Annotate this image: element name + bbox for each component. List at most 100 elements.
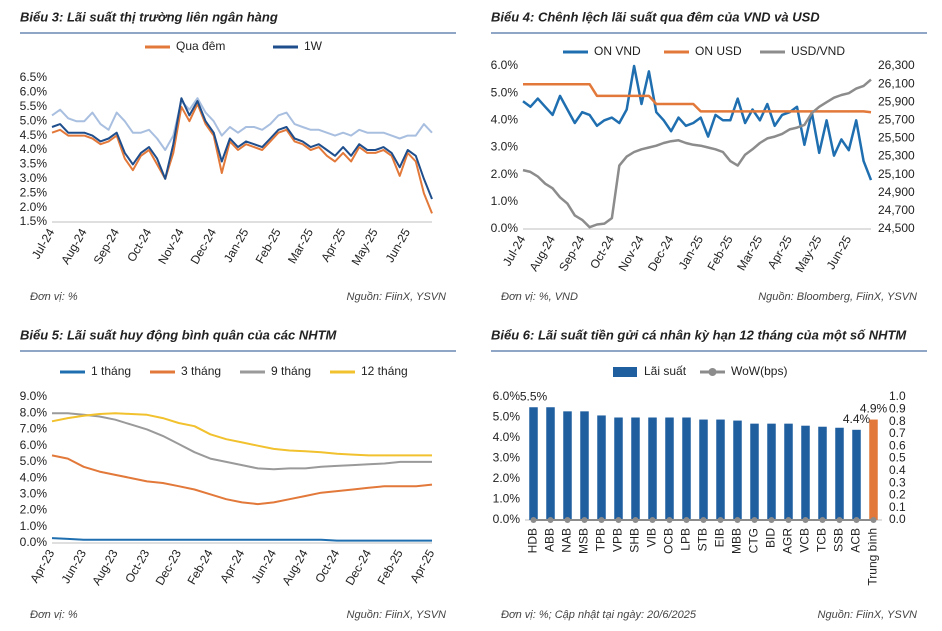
bar [733, 420, 742, 520]
y2-tick-label: 0.0 [889, 512, 906, 526]
bar [801, 425, 810, 520]
y-tick-label: 5.0% [20, 454, 48, 468]
line-marker [530, 517, 537, 523]
x-tick-label: Jan-25 [221, 226, 252, 265]
y-tick-label: 6.0% [20, 85, 48, 99]
x-tick-label: Jun-25 [824, 233, 855, 272]
x-tick-label: EIB [713, 528, 727, 547]
y-tick-label: 0.0% [491, 221, 519, 235]
line-series [522, 64, 873, 181]
bar [869, 419, 878, 520]
x-tick-label: BID [764, 528, 778, 548]
x-tick-label: Feb-25 [253, 226, 284, 266]
chart-title: Biểu 3: Lãi suất thị trường liên ngân hà… [20, 9, 278, 24]
y-tick-label: 2.5% [20, 185, 48, 199]
unit-note: Đơn vị: % [30, 609, 78, 621]
y2-tick-label: 0.2 [889, 488, 906, 502]
legend-label: 3 tháng [181, 364, 221, 378]
x-tick-label: Jun-23 [59, 547, 90, 586]
y2-tick-label: 25,900 [878, 94, 915, 108]
line-marker [666, 517, 673, 523]
y2-tick-label: 0.5 [889, 451, 906, 465]
y-tick-label: 1.0% [493, 492, 521, 506]
line-series [51, 537, 432, 542]
y-tick-label: 2.0% [20, 200, 48, 214]
line-marker [615, 517, 622, 523]
line-marker [768, 517, 775, 523]
bar [631, 417, 640, 520]
y2-tick-label: 0.1 [889, 500, 906, 514]
x-tick-label: May-25 [349, 226, 381, 268]
y-tick-label: 0.0% [20, 535, 48, 549]
y-tick-label: 9.0% [20, 389, 48, 403]
bar [648, 417, 657, 520]
legend-label: ON VND [594, 44, 641, 58]
x-tick-label: Nov-24 [615, 233, 647, 274]
x-tick-label: LPB [679, 528, 693, 551]
y-tick-label: 6.5% [20, 70, 48, 84]
bar [784, 423, 793, 520]
x-tick-label: Feb-24 [185, 547, 216, 587]
legend-swatch [613, 367, 637, 377]
x-tick-label: Jun-24 [249, 547, 280, 586]
x-tick-label: ACB [849, 528, 863, 553]
x-tick-label: MBB [730, 528, 744, 554]
y2-tick-label: 24,900 [878, 185, 915, 199]
line-series [51, 97, 433, 151]
line-marker [564, 517, 571, 523]
line-marker [700, 517, 707, 523]
y-tick-label: 5.0% [20, 113, 48, 127]
x-tick-label: NAB [560, 528, 574, 553]
y-tick-label: 1.5% [20, 214, 48, 228]
chart-panel: Biểu 4: Chênh lệch lãi suất qua đêm của … [491, 9, 927, 303]
line-marker [547, 517, 554, 523]
y2-tick-label: 0.3 [889, 475, 906, 489]
legend-label: 12 tháng [361, 364, 408, 378]
y-tick-label: 4.0% [491, 113, 519, 127]
x-tick-label: OCB [662, 528, 676, 554]
legend-label: 1 tháng [91, 364, 131, 378]
y-tick-label: 4.0% [20, 470, 48, 484]
y-tick-label: 1.0% [20, 519, 48, 533]
line-marker [649, 517, 656, 523]
line-series [51, 454, 433, 506]
y-tick-label: 0.0% [493, 512, 521, 526]
x-tick-label: Oct-24 [312, 547, 342, 585]
data-label: 4.9% [860, 402, 888, 416]
x-tick-label: VCB [798, 528, 812, 553]
legend-label: USD/VND [791, 44, 845, 58]
y2-tick-label: 0.6 [889, 438, 906, 452]
y2-tick-label: 0.8 [889, 414, 906, 428]
x-tick-label: Oct-23 [122, 547, 152, 585]
y-tick-label: 2.0% [491, 167, 519, 181]
bar [563, 411, 572, 520]
line-marker [598, 517, 605, 523]
y-tick-label: 5.0% [491, 85, 519, 99]
chart-title: Biểu 4: Chênh lệch lãi suất qua đêm của … [491, 9, 820, 24]
x-tick-label: MSB [577, 528, 591, 554]
line-marker [734, 517, 741, 523]
y-tick-label: 4.0% [493, 430, 521, 444]
bar [818, 426, 827, 520]
source-note: Nguồn: FiinX, YSVN [818, 609, 918, 621]
x-tick-label: SSB [832, 528, 846, 552]
bar [767, 423, 776, 520]
y2-tick-label: 26,300 [878, 58, 915, 72]
y2-tick-label: 25,500 [878, 131, 915, 145]
x-tick-label: TCB [815, 528, 829, 552]
y2-tick-label: 24,500 [878, 221, 915, 235]
x-tick-label: VPB [611, 528, 625, 552]
y-tick-label: 3.0% [493, 451, 521, 465]
bar [682, 417, 691, 520]
line-marker [751, 517, 758, 523]
x-tick-label: Aug-24 [279, 547, 311, 588]
y-tick-label: 3.0% [491, 140, 519, 154]
legend-label: Lãi suất [644, 364, 687, 378]
y-tick-label: 6.0% [493, 389, 521, 403]
chart-panel: Biểu 3: Lãi suất thị trường liên ngân hà… [20, 9, 456, 303]
line-series [51, 97, 433, 200]
source-note: Nguồn: FiinX, YSVN [347, 609, 447, 621]
y-tick-label: 7.0% [20, 422, 48, 436]
y-tick-label: 8.0% [20, 405, 48, 419]
